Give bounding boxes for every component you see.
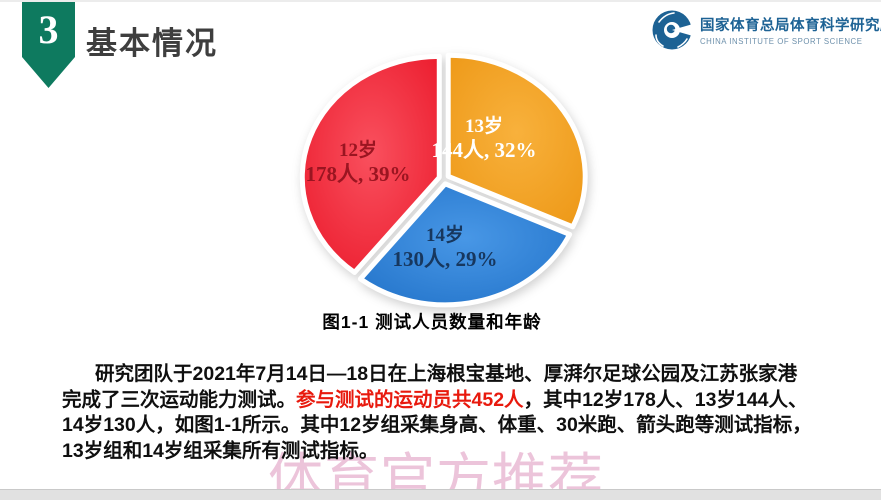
pie-slice-label-age: 13岁: [464, 116, 503, 137]
page-title: 基本情况: [86, 26, 218, 61]
body-paragraph: 研究团队于2021年7月14日—18日在上海根宝基地、厚湃尔足球公园及江苏张家港…: [62, 362, 812, 465]
body-line-2-end: ，其中12岁178人、13岁144人、: [523, 388, 808, 411]
institute-name-cn: 国家体育总局体育科学研究所: [700, 18, 881, 34]
pie-slice-label-value: 178人, 39%: [305, 162, 411, 186]
top-strip: [0, 0, 881, 2]
pie-slice-label-value: 144人, 32%: [431, 138, 537, 162]
pie-slice-label-12: 12岁 178人, 39%: [306, 139, 411, 187]
highlight-text: 参与测试的运动员共452人: [296, 388, 524, 411]
chart-caption: 图1-1 测试人员数量和年龄: [322, 312, 542, 332]
pie-slice-label-14: 14岁 130人, 29%: [393, 224, 498, 272]
institute-logo: 国家体育总局体育科学研究所 CHINA INSTITUTE OF SPORT S…: [651, 9, 881, 51]
body-line-2: 完成了三次运动能力测试。参与测试的运动员共452人，其中12岁178人、13岁1…: [62, 388, 812, 414]
pie-slice-label-13: 13岁 144人, 32%: [432, 115, 537, 163]
pie-slice-14岁: [357, 181, 573, 308]
institute-name-en: CHINA INSTITUTE OF SPORT SCIENCE: [700, 37, 863, 46]
pie-slice-label-value: 130人, 29%: [392, 247, 498, 271]
section-number: 3: [38, 7, 59, 52]
institute-name: 国家体育总局体育科学研究所 CHINA INSTITUTE OF SPORT S…: [700, 14, 881, 46]
pie-slice-13岁: [445, 52, 588, 230]
body-line-4: 13岁组和14岁组采集所有测试指标。: [62, 440, 379, 463]
institute-logo-icon: [652, 10, 693, 50]
pie-chart-svg: [299, 52, 588, 308]
bottom-bar: [0, 489, 881, 500]
body-line-1: 研究团队于2021年7月14日—18日在上海根宝基地、厚湃尔足球公园及江苏张家港: [95, 363, 798, 385]
pie-slice-label-age: 14岁: [425, 225, 464, 246]
body-line-2-start: 完成了三次运动能力测试。: [62, 388, 297, 411]
body-line-3: 14岁130人，如图1-1所示。其中12岁组采集身高、体重、30米跑、箭头跑等测…: [62, 414, 812, 437]
pie-slice-label-age: 12岁: [338, 140, 377, 161]
section-ribbon: 3: [22, 2, 75, 88]
pie-slice-12岁: [299, 53, 442, 275]
